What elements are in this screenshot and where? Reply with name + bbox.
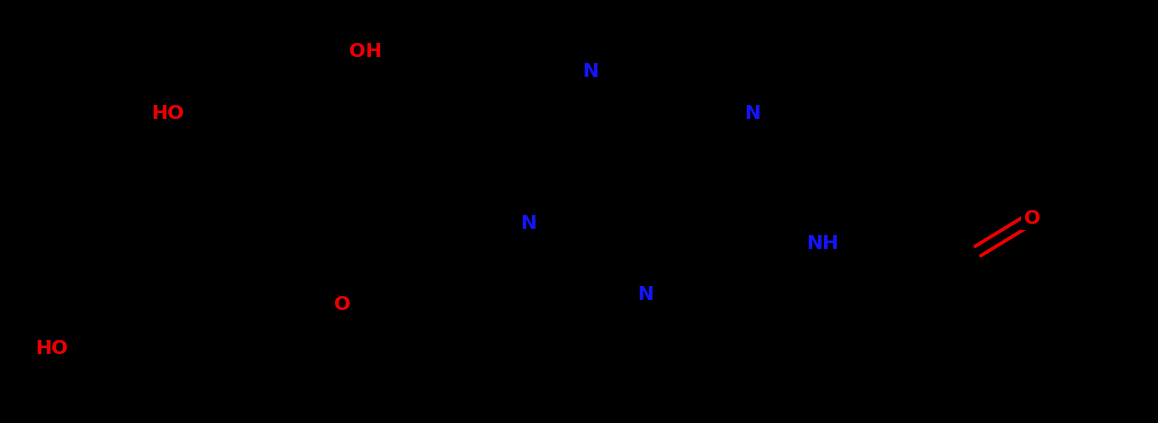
Text: HO: HO: [152, 104, 184, 123]
Text: OH: OH: [349, 41, 381, 60]
Text: N: N: [520, 214, 536, 233]
Text: O: O: [334, 296, 351, 314]
Text: N: N: [743, 104, 760, 123]
Text: N: N: [637, 286, 653, 305]
Text: O: O: [1024, 209, 1040, 228]
Text: HO: HO: [36, 338, 68, 357]
Text: N: N: [581, 61, 599, 80]
Text: NH: NH: [806, 233, 838, 253]
